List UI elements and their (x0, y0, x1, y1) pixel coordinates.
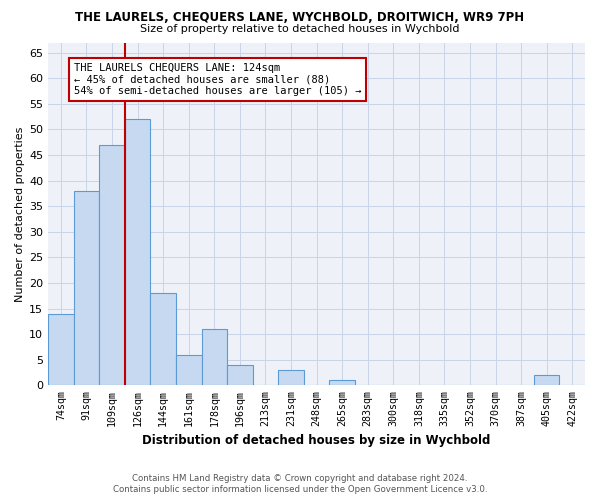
Text: THE LAURELS CHEQUERS LANE: 124sqm
← 45% of detached houses are smaller (88)
54% : THE LAURELS CHEQUERS LANE: 124sqm ← 45% … (74, 63, 361, 96)
Bar (534, 375, 559, 386)
Bar (176, 354, 202, 386)
Bar (329, 380, 355, 386)
Bar (74, 191, 99, 386)
Bar (151, 293, 176, 386)
Bar (125, 119, 151, 386)
Text: THE LAURELS, CHEQUERS LANE, WYCHBOLD, DROITWICH, WR9 7PH: THE LAURELS, CHEQUERS LANE, WYCHBOLD, DR… (76, 11, 524, 24)
Text: Size of property relative to detached houses in Wychbold: Size of property relative to detached ho… (140, 24, 460, 34)
Text: Contains HM Land Registry data © Crown copyright and database right 2024.
Contai: Contains HM Land Registry data © Crown c… (113, 474, 487, 494)
Y-axis label: Number of detached properties: Number of detached properties (15, 126, 25, 302)
Bar (48, 314, 74, 386)
Bar (278, 370, 304, 386)
Bar (99, 145, 125, 386)
Bar (202, 329, 227, 386)
Bar (227, 365, 253, 386)
X-axis label: Distribution of detached houses by size in Wychbold: Distribution of detached houses by size … (142, 434, 491, 448)
